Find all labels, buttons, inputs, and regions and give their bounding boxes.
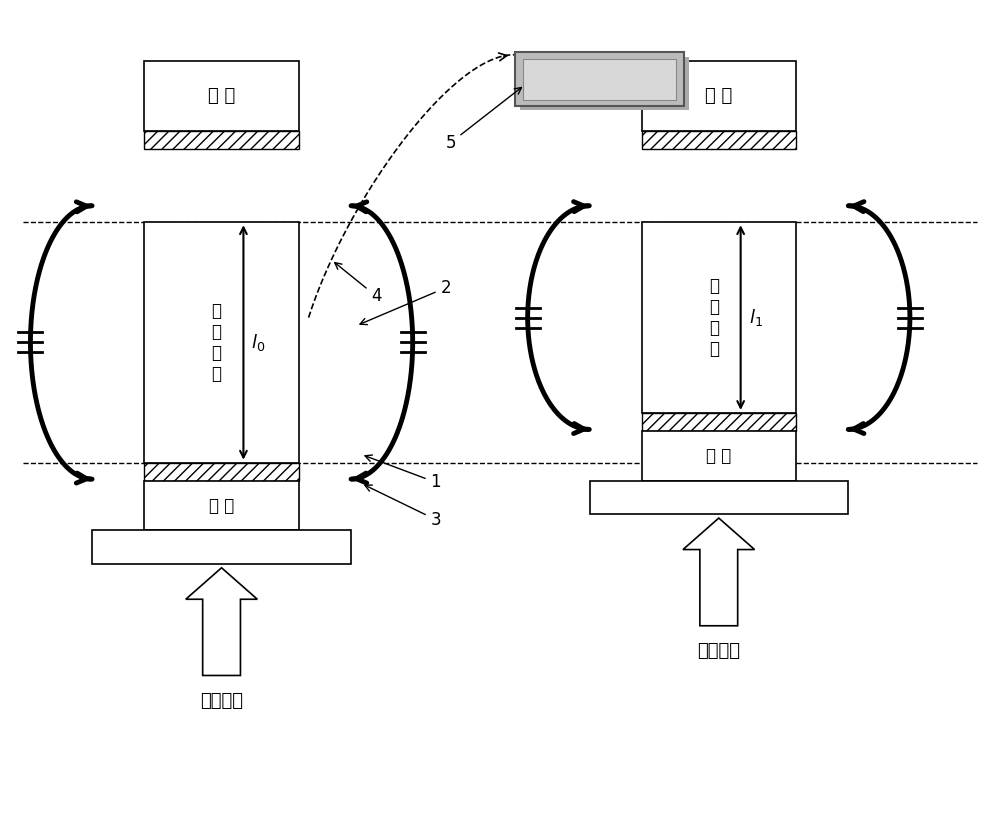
Text: 5: 5	[445, 88, 521, 152]
Text: 底 座: 底 座	[706, 447, 731, 465]
Text: 轴向变形: 轴向变形	[697, 642, 740, 661]
Bar	[523, 59, 676, 100]
Text: 4: 4	[335, 263, 382, 305]
Bar	[144, 131, 299, 149]
Bar	[642, 61, 796, 131]
Bar	[642, 223, 796, 413]
Bar	[144, 223, 299, 463]
Bar	[92, 530, 351, 564]
Text: 2: 2	[360, 279, 451, 324]
Text: 被
测
对
象: 被 测 对 象	[709, 278, 719, 358]
Bar	[642, 223, 796, 413]
Polygon shape	[186, 568, 257, 676]
Bar	[642, 413, 796, 431]
Text: $l_1$: $l_1$	[749, 307, 762, 328]
Bar	[144, 463, 299, 480]
Bar	[520, 57, 689, 110]
Bar	[144, 223, 299, 463]
Bar	[144, 480, 299, 530]
Text: 3: 3	[365, 485, 441, 529]
Bar	[642, 431, 796, 480]
Text: 被
测
对
象: 被 测 对 象	[212, 302, 222, 383]
Text: 顶 盖: 顶 盖	[208, 87, 235, 105]
Polygon shape	[683, 518, 755, 626]
Text: 顶 盖: 顶 盖	[705, 87, 732, 105]
Bar	[642, 131, 796, 149]
Text: 1: 1	[365, 455, 441, 491]
Text: $l_0$: $l_0$	[251, 332, 266, 353]
Bar	[144, 61, 299, 131]
Text: 初始状态: 初始状态	[200, 692, 243, 710]
Bar	[515, 53, 684, 106]
Bar	[590, 480, 848, 514]
Text: 底 座: 底 座	[209, 496, 234, 515]
